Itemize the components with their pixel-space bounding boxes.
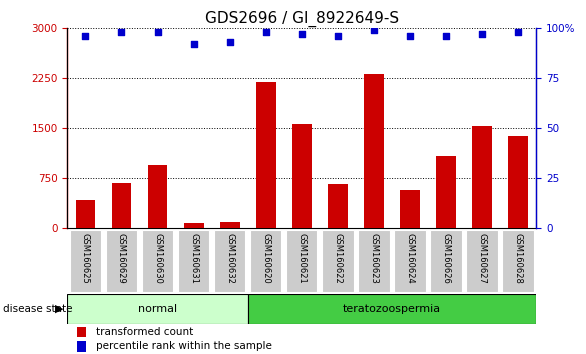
Text: GSM160627: GSM160627	[478, 233, 486, 284]
Text: GSM160624: GSM160624	[406, 233, 414, 284]
Text: GSM160621: GSM160621	[297, 233, 306, 284]
FancyBboxPatch shape	[286, 230, 318, 292]
FancyBboxPatch shape	[322, 230, 353, 292]
Bar	[183, 223, 203, 228]
Title: GDS2696 / GI_8922649-S: GDS2696 / GI_8922649-S	[205, 11, 399, 27]
Point	[225, 40, 234, 45]
FancyBboxPatch shape	[250, 230, 281, 292]
Point	[153, 29, 162, 35]
Point	[261, 29, 270, 35]
Text: transformed count: transformed count	[97, 327, 194, 337]
Text: disease state: disease state	[3, 304, 73, 314]
Text: GSM160625: GSM160625	[81, 233, 90, 284]
Point	[117, 29, 126, 35]
Text: GSM160628: GSM160628	[514, 233, 523, 284]
Point	[189, 41, 198, 47]
Text: GSM160622: GSM160622	[333, 233, 342, 284]
FancyBboxPatch shape	[358, 230, 390, 292]
Point	[297, 32, 306, 37]
Bar	[111, 183, 131, 228]
Bar	[508, 136, 528, 228]
FancyBboxPatch shape	[67, 294, 248, 324]
FancyBboxPatch shape	[178, 230, 209, 292]
Point	[441, 34, 451, 39]
Text: GSM160623: GSM160623	[369, 233, 379, 284]
Point	[478, 32, 487, 37]
Bar	[400, 190, 420, 228]
Bar	[76, 200, 96, 228]
Text: normal: normal	[138, 304, 177, 314]
Text: teratozoospermia: teratozoospermia	[343, 304, 441, 314]
FancyBboxPatch shape	[502, 230, 534, 292]
Point	[333, 34, 343, 39]
Bar	[220, 222, 240, 228]
Point	[513, 29, 523, 35]
Bar	[292, 124, 312, 228]
Bar	[436, 156, 456, 228]
Bar	[472, 126, 492, 228]
Bar	[77, 327, 86, 337]
Bar	[256, 82, 275, 228]
Text: GSM160630: GSM160630	[153, 233, 162, 284]
Text: GSM160631: GSM160631	[189, 233, 198, 284]
Text: GSM160629: GSM160629	[117, 233, 126, 284]
FancyBboxPatch shape	[248, 294, 536, 324]
Point	[369, 28, 379, 33]
FancyBboxPatch shape	[70, 230, 101, 292]
Text: GSM160632: GSM160632	[225, 233, 234, 284]
FancyBboxPatch shape	[394, 230, 425, 292]
Bar	[148, 165, 168, 228]
FancyBboxPatch shape	[430, 230, 462, 292]
Text: GSM160626: GSM160626	[441, 233, 451, 284]
Text: percentile rank within the sample: percentile rank within the sample	[97, 342, 272, 352]
FancyBboxPatch shape	[106, 230, 137, 292]
FancyBboxPatch shape	[142, 230, 173, 292]
Point	[81, 34, 90, 39]
Bar	[328, 184, 347, 228]
Bar	[77, 341, 86, 352]
Bar	[364, 74, 384, 228]
Point	[406, 34, 415, 39]
FancyBboxPatch shape	[214, 230, 246, 292]
Text: GSM160620: GSM160620	[261, 233, 270, 284]
Text: ▶: ▶	[54, 304, 63, 314]
FancyBboxPatch shape	[466, 230, 498, 292]
